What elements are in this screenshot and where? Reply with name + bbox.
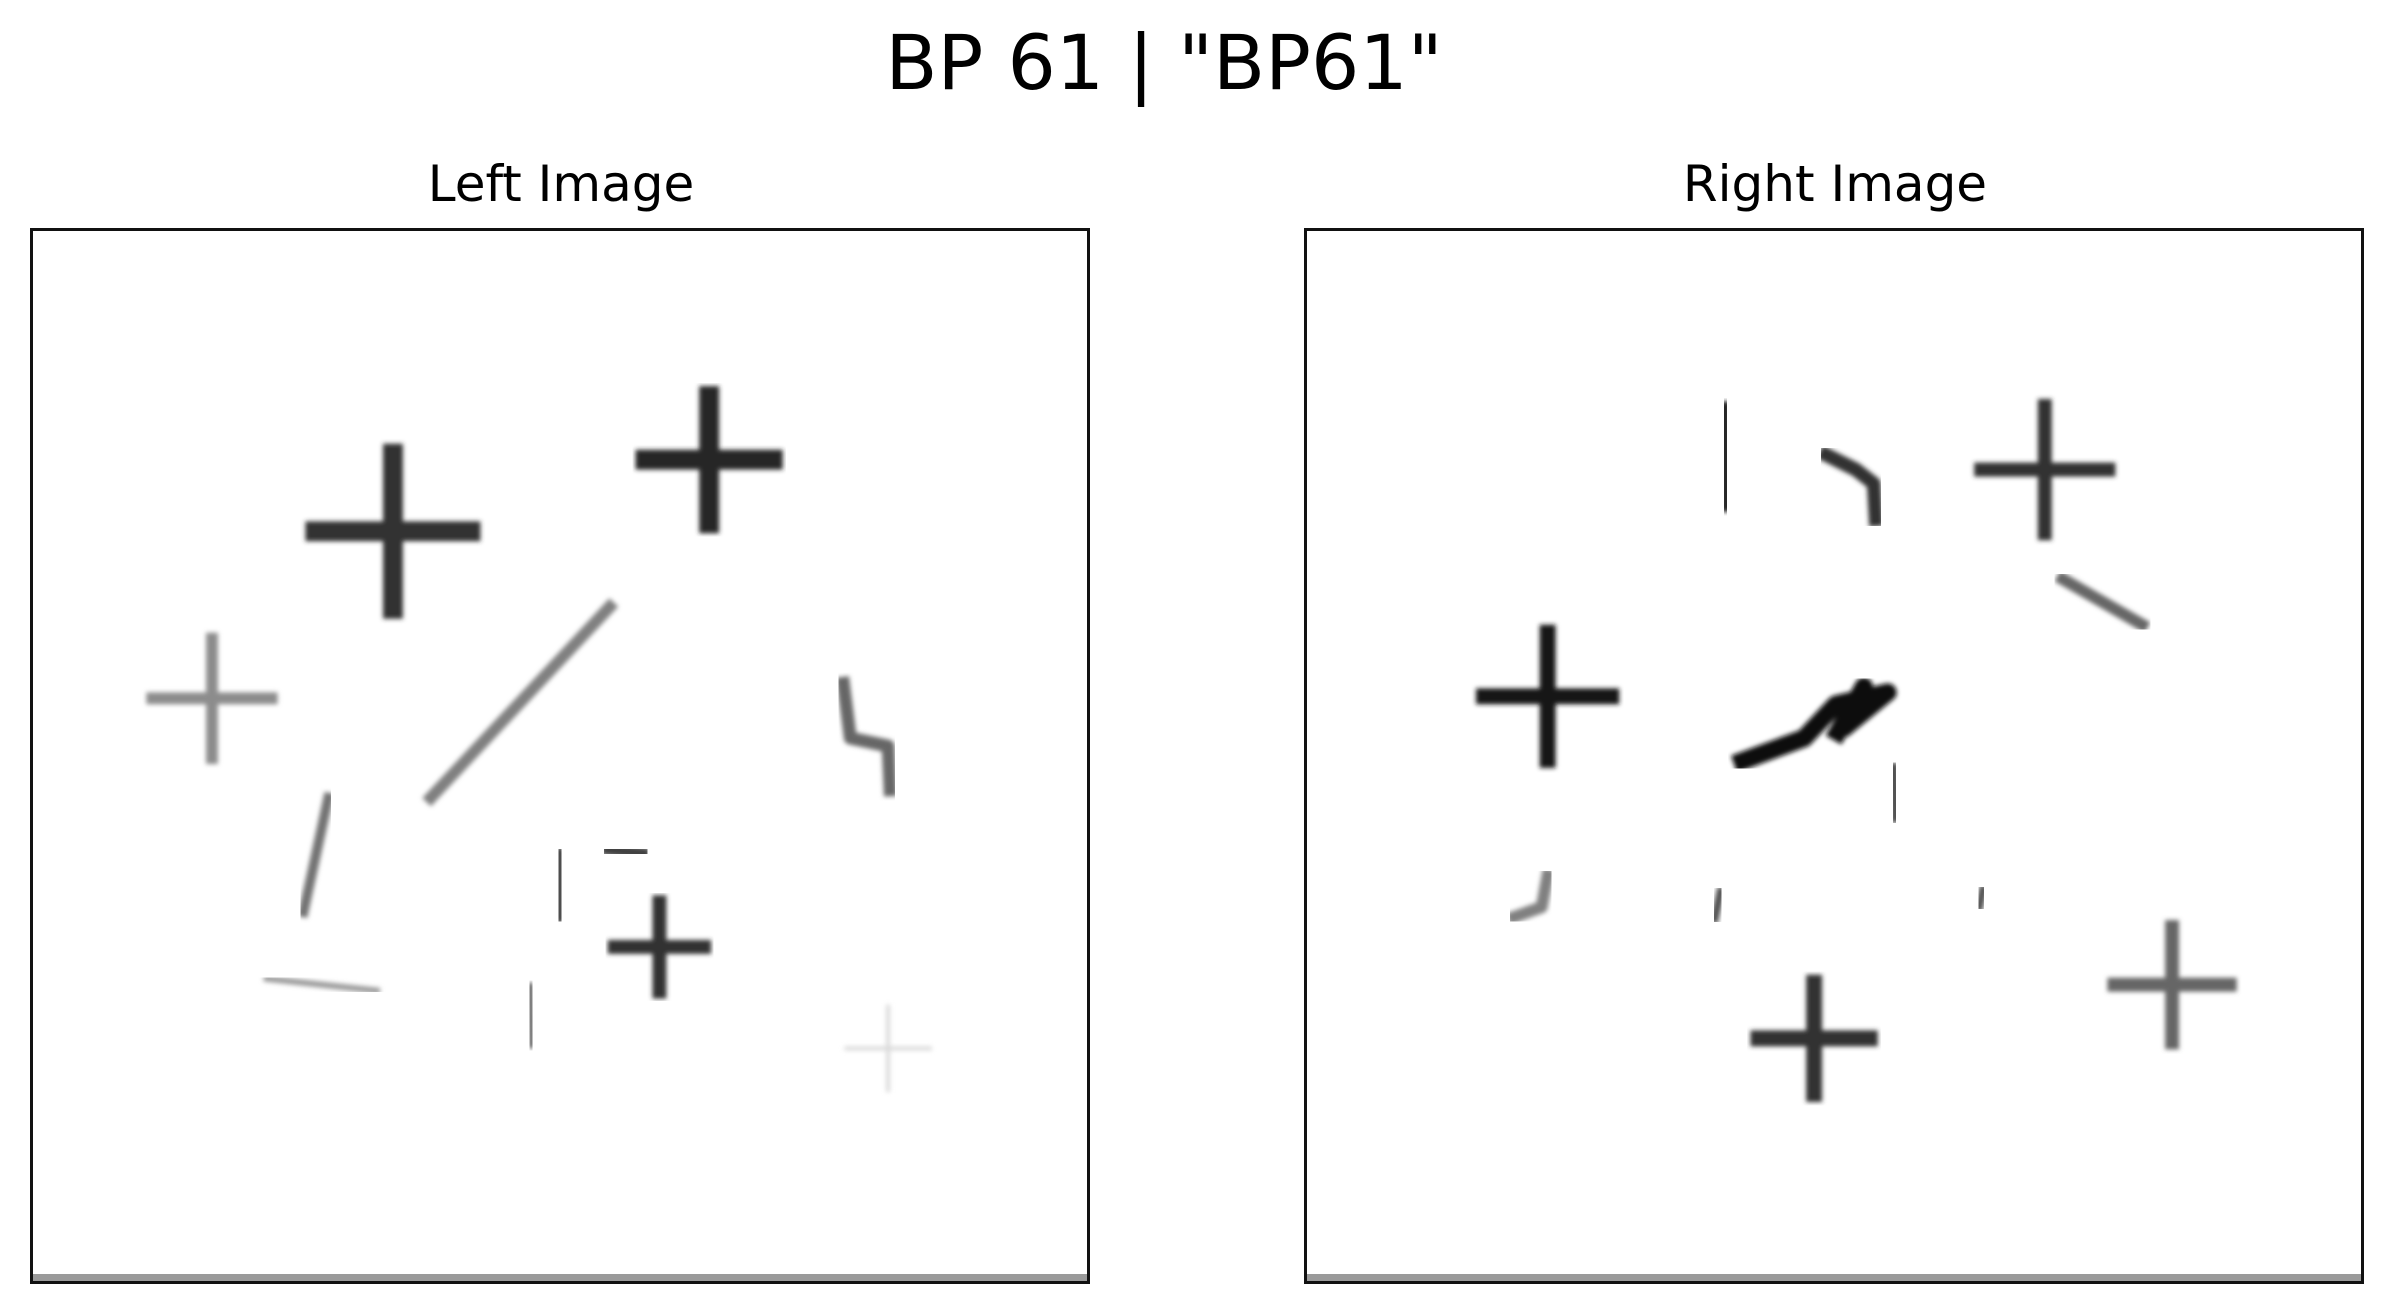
cross-shape [635, 386, 783, 534]
left-panel-title: Left Image [427, 155, 695, 213]
diagonal-stroke-shape [2054, 570, 2151, 633]
hook-shape [1816, 445, 1884, 527]
cross-shape [1476, 624, 1620, 768]
right-image-canvas [1476, 399, 2237, 1103]
right-image-panel [1304, 228, 2364, 1284]
step-shape [1506, 868, 1555, 925]
vertical-bar-shape [550, 847, 570, 924]
right-panel-bottom-edge [1307, 1274, 2361, 1281]
short-dash-shape [601, 842, 651, 861]
slanted-stroke-shape [297, 791, 335, 919]
cross-shape [844, 1004, 932, 1093]
cross-shape [305, 443, 481, 619]
cross-shape [2107, 920, 2237, 1050]
left-image-panel [30, 228, 1090, 1284]
left-panel-bottom-edge [33, 1274, 1087, 1281]
right-panel-title: Right Image [1682, 155, 1988, 213]
cross-shape [607, 895, 712, 999]
vertical-bar-shape [1888, 762, 1901, 823]
vertical-bar-shape [1718, 401, 1734, 513]
zigzag-shape [836, 676, 897, 797]
left-image-canvas [146, 386, 932, 1093]
cross-shape [1974, 399, 2116, 541]
small-tick-shape [1974, 884, 1988, 912]
cross-shape [146, 632, 278, 764]
cluster-shape [1731, 677, 1897, 773]
diagonal-stroke-shape [422, 598, 619, 807]
small-tick-shape [1709, 886, 1726, 924]
figure-title: BP 61 | "BP61" [885, 18, 1443, 107]
dumbbell-dash-shape [263, 975, 381, 994]
cross-shape [1750, 974, 1878, 1103]
vertical-bar-shape [526, 982, 537, 1049]
